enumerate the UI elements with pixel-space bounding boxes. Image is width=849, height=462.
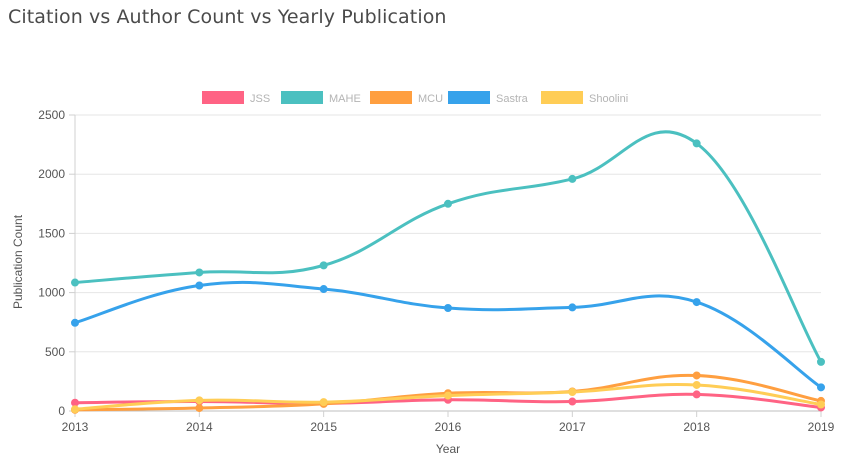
data-point[interactable]: [444, 303, 452, 312]
series-line: [73, 130, 823, 364]
data-point[interactable]: [319, 261, 328, 270]
data-point[interactable]: [568, 388, 577, 397]
data-point[interactable]: [195, 268, 204, 277]
data-point[interactable]: [817, 400, 825, 409]
page-title: Citation vs Author Count vs Yearly Publi…: [8, 6, 447, 28]
legend-item-mahe[interactable]: MAHE: [281, 91, 361, 105]
series-mahe: [71, 130, 825, 366]
x-tick-label: 2016: [435, 420, 462, 434]
data-point[interactable]: [319, 285, 328, 294]
data-point[interactable]: [692, 139, 701, 148]
legend-label: MCU: [418, 93, 443, 105]
data-point[interactable]: [319, 398, 328, 407]
legend-item-shoolini[interactable]: Shoolini: [541, 91, 628, 105]
data-point[interactable]: [568, 303, 577, 312]
x-tick-label: 2014: [186, 420, 213, 434]
legend-swatch: [281, 91, 323, 104]
data-point[interactable]: [692, 390, 701, 399]
data-point[interactable]: [71, 318, 79, 327]
legend-label: MAHE: [329, 93, 361, 105]
data-point[interactable]: [692, 371, 701, 380]
axes: 0 500 1000 1500 2000 2500 2013 2014 2015 2016 2017…: [38, 108, 834, 434]
x-tick-label: 2015: [310, 420, 337, 434]
series-lines: [71, 130, 825, 414]
legend-item-sastra[interactable]: Sastra: [448, 91, 529, 105]
data-point[interactable]: [71, 278, 79, 287]
y-tick-label: 2000: [38, 167, 65, 181]
legend-swatch: [370, 91, 412, 104]
data-point[interactable]: [568, 397, 577, 406]
legend-label: JSS: [250, 93, 270, 105]
legend-label: Sastra: [496, 93, 529, 105]
data-point[interactable]: [71, 398, 79, 407]
data-point[interactable]: [195, 396, 204, 405]
x-tick-label: 2013: [62, 420, 89, 434]
y-tick-label: 1500: [38, 226, 65, 240]
series-shoolini: [71, 380, 825, 414]
y-tick-label: 500: [45, 345, 65, 359]
x-axis-title: Year: [436, 442, 460, 456]
x-tick-label: 2017: [559, 420, 586, 434]
y-tick-label: 0: [58, 404, 65, 418]
legend-item-mcu[interactable]: MCU: [370, 91, 443, 105]
legend-swatch: [541, 91, 583, 104]
legend-label: Shoolini: [589, 93, 628, 105]
data-point[interactable]: [817, 383, 825, 392]
legend: JSS MAHE MCU Sastra Shoolini: [202, 91, 628, 105]
data-point[interactable]: [692, 380, 701, 389]
x-tick-label: 2018: [683, 420, 710, 434]
data-point[interactable]: [444, 199, 452, 208]
series-sastra: [71, 280, 825, 392]
data-point[interactable]: [444, 391, 452, 400]
data-point[interactable]: [568, 174, 577, 183]
y-tick-label: 1000: [38, 286, 65, 300]
data-point[interactable]: [71, 405, 79, 414]
legend-swatch: [448, 91, 490, 104]
y-axis-title: Publication Count: [11, 214, 25, 309]
data-point[interactable]: [195, 281, 204, 290]
data-point[interactable]: [195, 404, 204, 413]
data-point[interactable]: [817, 357, 825, 366]
data-point[interactable]: [692, 298, 701, 307]
series-line: [73, 280, 823, 389]
legend-item-jss[interactable]: JSS: [202, 91, 270, 105]
x-tick-label: 2019: [808, 420, 835, 434]
grid-lines: [75, 114, 821, 412]
y-tick-label: 2500: [38, 108, 65, 122]
legend-swatch: [202, 91, 244, 104]
